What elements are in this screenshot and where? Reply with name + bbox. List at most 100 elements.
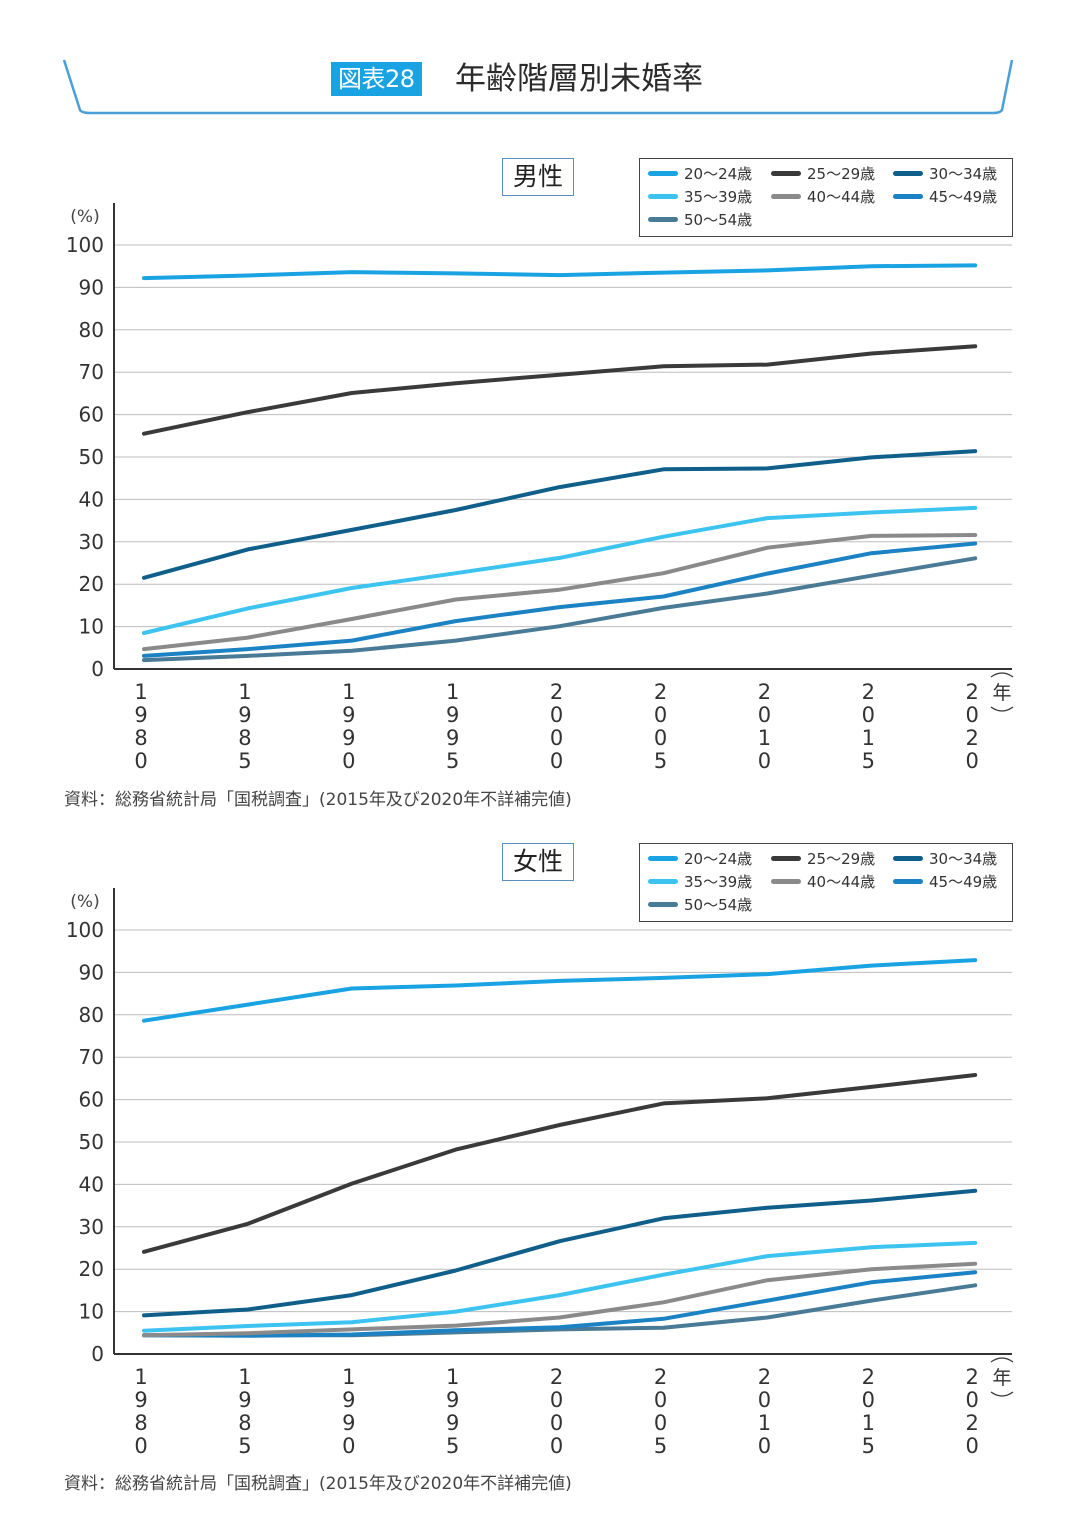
legend-item: 25～29歳 [771, 847, 875, 869]
chart-female: 0 10 20 30 40 50 60 70 80 90 100 (%) 1 9 8 0 1 9 8 5 1 9 9 0 1 9 9… [0, 833, 1087, 1494]
series-line-50-54-age [142, 556, 978, 663]
chart-male: 0 10 20 30 40 50 60 70 80 90 100 (%) 1 9 8 0 1 9 8 5 1 9 9 0 1 9 9… [0, 148, 1087, 810]
legend-label: 45～49歳 [929, 187, 998, 206]
y-axis-label: (%) [70, 207, 99, 227]
legend-label: 25～29歳 [807, 849, 876, 868]
legend-swatch [648, 855, 678, 861]
y-tick-label: 70 [79, 360, 104, 384]
legend-label: 20～24歳 [684, 849, 753, 868]
y-tick-label: 80 [79, 1003, 104, 1027]
y-tick-label: 100 [66, 918, 104, 942]
y-tick-label: 90 [79, 960, 104, 984]
y-tick-label: 30 [79, 530, 104, 554]
y-axis-label: (%) [70, 892, 99, 912]
legend-swatch [771, 855, 801, 861]
legend-item: 20～24歳 [648, 847, 752, 869]
y-tick-label: 50 [79, 445, 104, 469]
series-line-25-29-age [142, 1073, 978, 1254]
legend-swatch [893, 878, 923, 884]
y-tick-label: 0 [91, 657, 104, 681]
x-axis-label: 年 [990, 672, 1014, 712]
figure-badge: 図表28 [331, 62, 422, 96]
gender-label-female: 女性 [502, 843, 574, 881]
y-tick-label: 50 [79, 1130, 104, 1154]
legend-label: 40～44歳 [807, 187, 876, 206]
legend-item: 30～34歳 [893, 847, 997, 869]
legend-label: 20～24歳 [684, 164, 753, 183]
y-tick-label: 70 [79, 1045, 104, 1069]
series-line-20-24-age [142, 263, 978, 281]
legend-swatch [648, 216, 678, 222]
svg-text:年: 年 [992, 682, 1011, 704]
legend-item: 35～39歳 [648, 185, 752, 207]
series-line-40-44-age [142, 533, 978, 652]
legend-label: 45～49歳 [929, 872, 998, 891]
y-tick-label: 20 [79, 572, 104, 596]
legend-swatch [648, 170, 678, 176]
y-tick-label: 100 [66, 233, 104, 257]
legend-label: 30～34歳 [929, 164, 998, 183]
legend-female: 20～24歳 25～29歳 30～34歳 35～39歳 40～44歳 45～49歳 50～5… [639, 843, 1013, 922]
legend-swatch [771, 878, 801, 884]
legend-swatch [771, 193, 801, 199]
legend-item: 40～44歳 [771, 185, 875, 207]
legend-item: 20～24歳 [648, 162, 752, 184]
legend-swatch [771, 170, 801, 176]
legend-item: 40～44歳 [771, 870, 875, 892]
legend-swatch [648, 193, 678, 199]
y-tick-label: 80 [79, 318, 104, 342]
series-line-25-29-age [142, 344, 978, 436]
source-note-male: 資料：総務省統計局「国税調査」(2015年及び2020年不詳補完値) [64, 790, 572, 810]
legend-label: 30～34歳 [929, 849, 998, 868]
legend-label: 50～54歳 [684, 210, 753, 229]
y-tick-label: 40 [79, 1172, 104, 1196]
chart-female-plot: 0 10 20 30 40 50 60 70 80 90 100 (%) 1 9 8 0 1 9 8 5 1 9 9 0 1 9 9… [66, 888, 1014, 1458]
legend-male: 20～24歳 25～29歳 30～34歳 35～39歳 40～44歳 45～49歳 50～5… [639, 158, 1013, 237]
legend-label: 35～39歳 [684, 187, 753, 206]
legend-swatch [648, 901, 678, 907]
chart-male-plot: 0 10 20 30 40 50 60 70 80 90 100 (%) 1 9 8 0 1 9 8 5 1 9 9 0 1 9 9… [66, 203, 1014, 773]
source-note-female: 資料：総務省統計局「国税調査」(2015年及び2020年不詳補完値) [64, 1474, 572, 1494]
svg-text:年: 年 [992, 1367, 1011, 1389]
series-line-45-49-age [142, 541, 978, 658]
legend-item: 30～34歳 [893, 162, 997, 184]
y-tick-label: 20 [79, 1257, 104, 1281]
series-line-20-24-age [142, 958, 978, 1023]
header-bracket-line [62, 59, 1014, 115]
y-tick-label: 10 [79, 1300, 104, 1324]
legend-item: 45～49歳 [893, 185, 997, 207]
legend-label: 40～44歳 [807, 872, 876, 891]
series-line-35-39-age [142, 505, 978, 635]
legend-item: 35～39歳 [648, 870, 752, 892]
legend-swatch [893, 855, 923, 861]
legend-swatch [648, 878, 678, 884]
y-tick-label: 30 [79, 1215, 104, 1239]
legend-label: 35～39歳 [684, 872, 753, 891]
y-tick-label: 60 [79, 403, 104, 427]
legend-label: 50～54歳 [684, 895, 753, 914]
y-tick-label: 60 [79, 1088, 104, 1112]
y-tick-label: 40 [79, 487, 104, 511]
legend-item: 45～49歳 [893, 870, 997, 892]
legend-label: 25～29歳 [807, 164, 876, 183]
legend-item: 50～54歳 [648, 208, 752, 230]
legend-item: 50～54歳 [648, 893, 752, 915]
y-tick-label: 90 [79, 275, 104, 299]
